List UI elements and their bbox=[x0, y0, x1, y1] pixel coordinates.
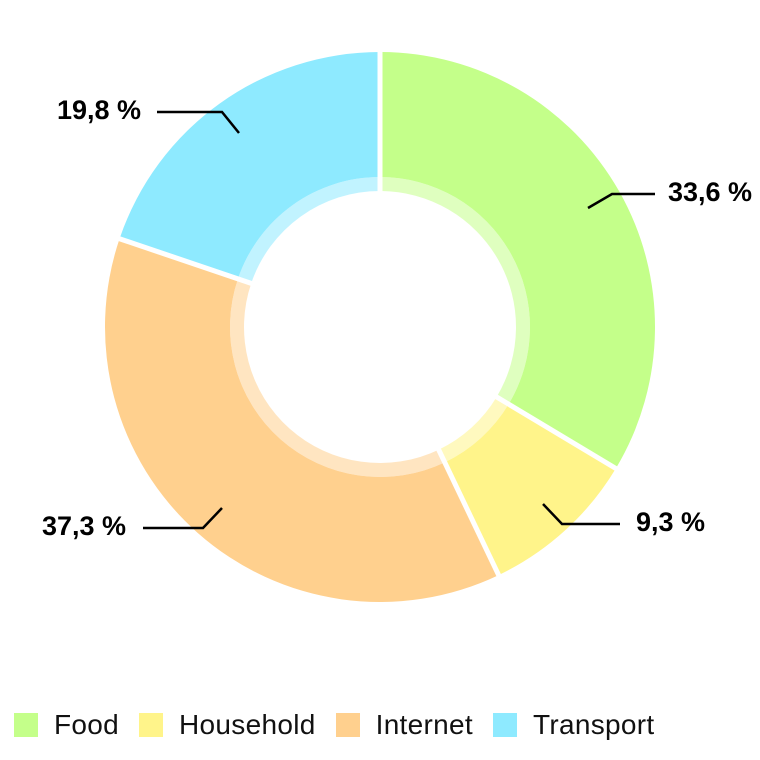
slices-layer bbox=[104, 52, 655, 602]
legend-item-internet: Internet bbox=[335, 709, 473, 741]
leader-line-household bbox=[542, 503, 620, 526]
legend-label-transport: Transport bbox=[532, 709, 655, 740]
data-label-transport: 19,8 % bbox=[57, 95, 141, 125]
slice-food bbox=[380, 52, 655, 469]
inner-ring-transport bbox=[237, 177, 380, 284]
slice-household bbox=[444, 404, 616, 576]
separator-layer bbox=[116, 50, 619, 578]
legend-label-internet: Internet bbox=[375, 709, 473, 740]
slice-transport bbox=[119, 52, 380, 279]
legend-item-household: Household bbox=[139, 709, 316, 741]
inner-ring-internet bbox=[229, 278, 445, 478]
data-label-household: 9,3 % bbox=[636, 507, 705, 537]
leader-line-internet bbox=[143, 507, 223, 530]
leader-layer bbox=[143, 110, 655, 530]
legend-label-food: Food bbox=[54, 709, 120, 740]
slice-separator bbox=[116, 235, 254, 287]
inner-ring-household bbox=[438, 396, 509, 463]
legend-swatch-household bbox=[139, 713, 164, 737]
inner-ring-food bbox=[380, 177, 530, 405]
label-layer: 33,6 % 9,3 % 37,3 % 19,8 % bbox=[42, 95, 752, 541]
legend-swatch-food bbox=[14, 713, 38, 737]
slice-internet bbox=[104, 238, 499, 602]
inner-ring-layer bbox=[229, 177, 530, 478]
chart-legend: Food Household Internet Transport bbox=[14, 706, 674, 744]
data-label-food: 33,6 % bbox=[668, 177, 752, 207]
leader-line-food bbox=[587, 192, 655, 210]
legend-swatch-internet bbox=[335, 713, 360, 737]
legend-swatch-transport bbox=[492, 713, 517, 737]
data-label-internet: 37,3 % bbox=[42, 511, 126, 541]
leader-line-transport bbox=[157, 110, 240, 134]
legend-label-household: Household bbox=[179, 709, 316, 740]
legend-item-transport: Transport bbox=[492, 709, 655, 741]
legend-item-food: Food bbox=[14, 709, 119, 741]
slice-separator bbox=[435, 446, 502, 578]
slice-separator bbox=[493, 393, 619, 472]
